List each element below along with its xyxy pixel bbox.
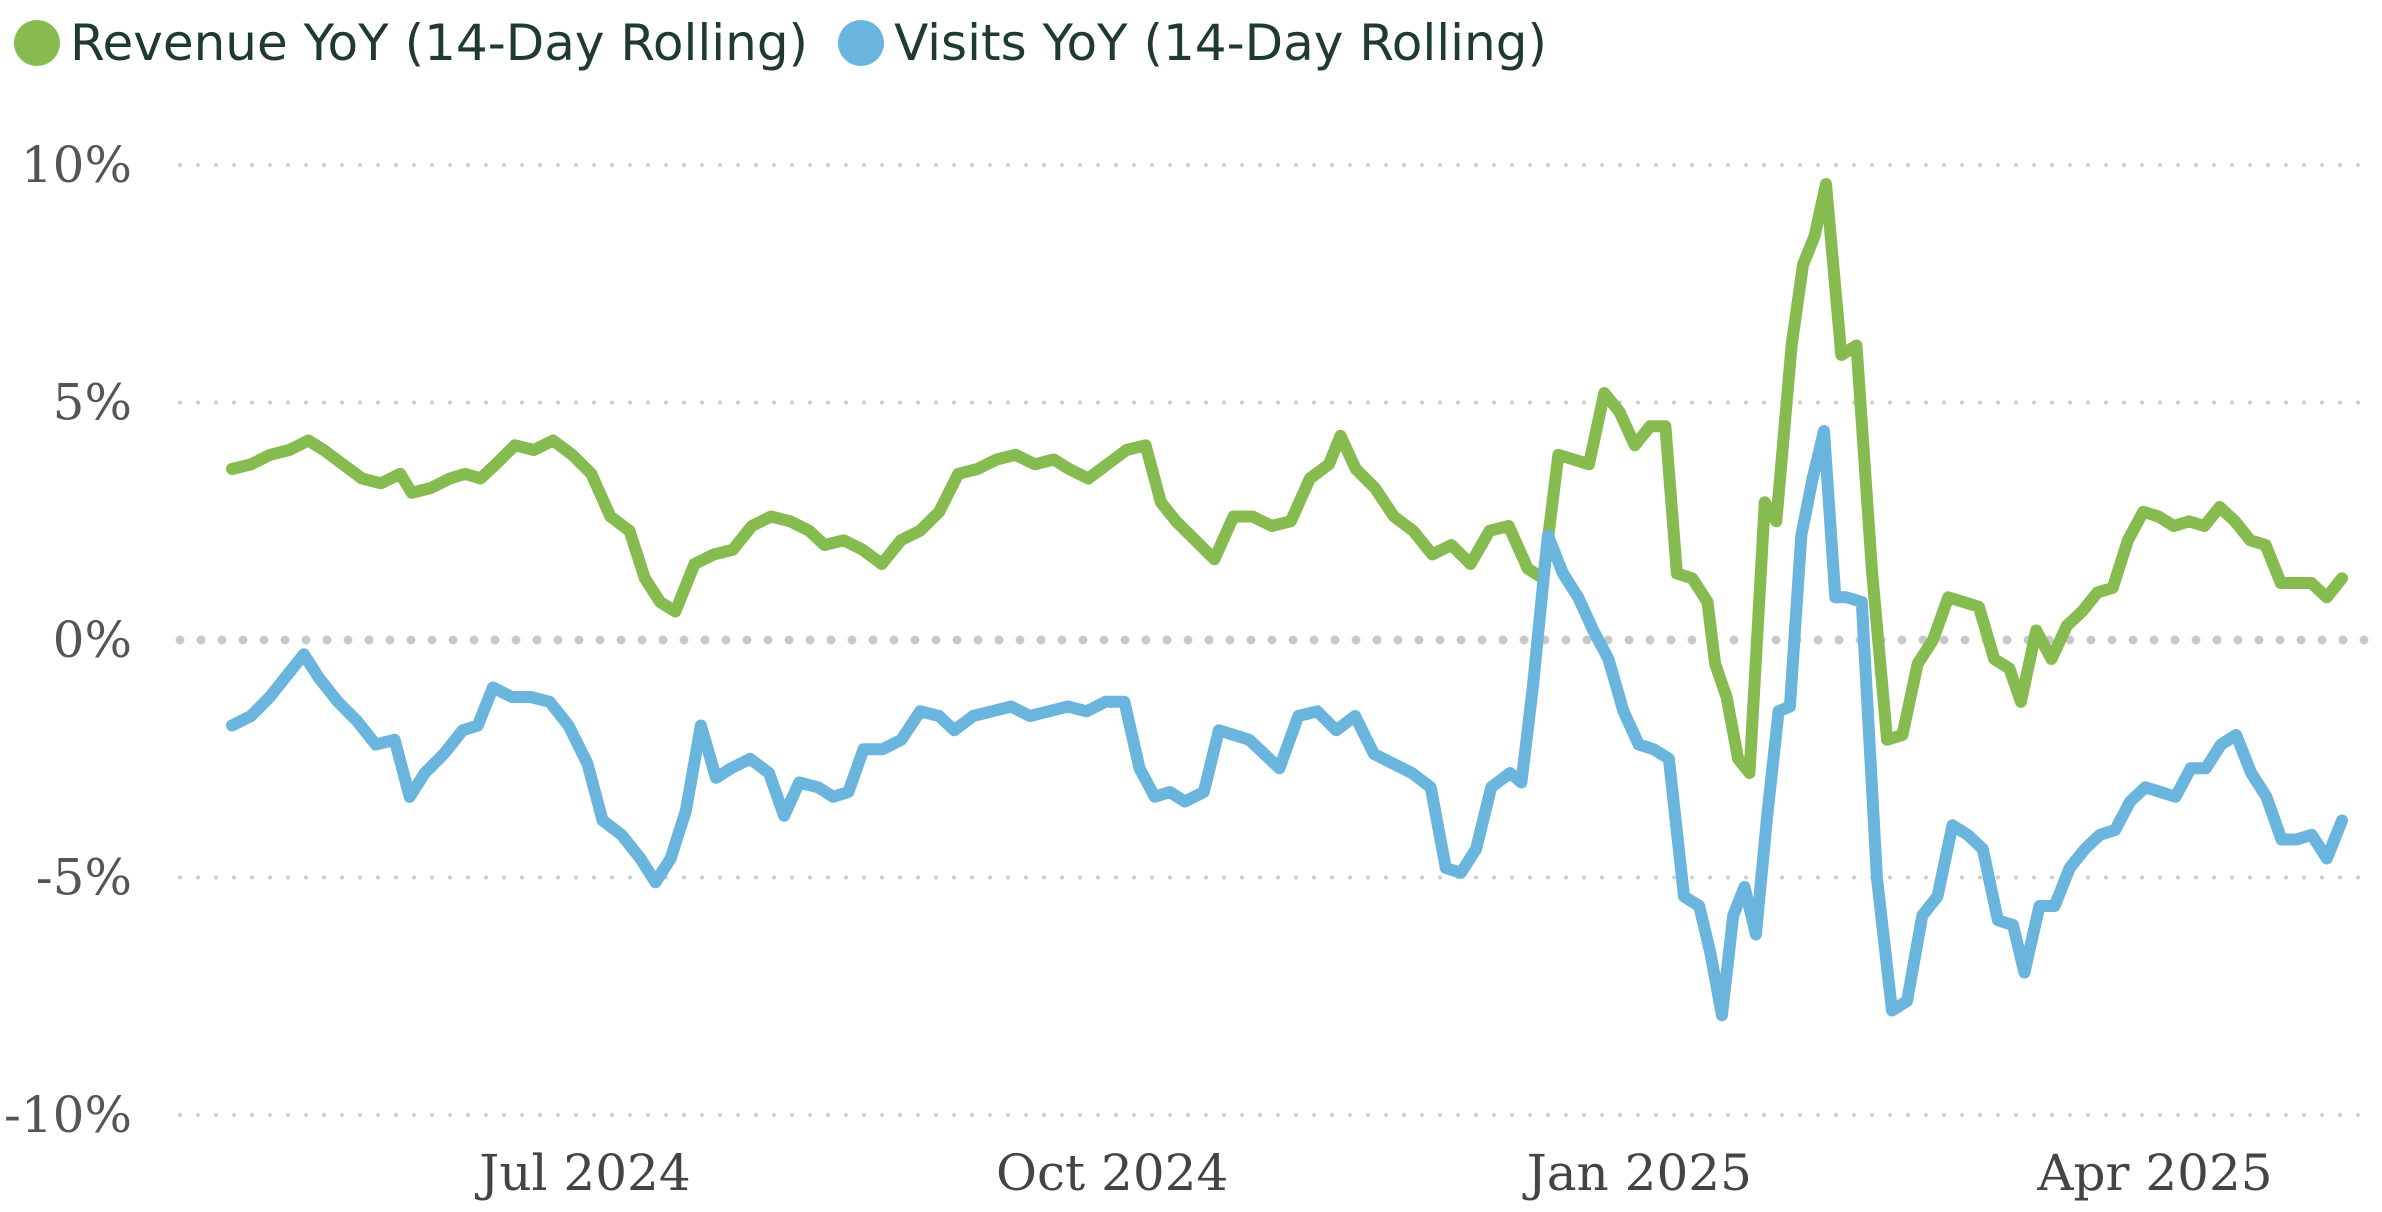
- legend-label-visits: Visits YoY (14-Day Rolling): [894, 14, 1547, 72]
- series-lines: [226, 178, 2348, 1022]
- y-axis-tick-labels: 10% 5% 0% -5% -10%: [4, 136, 132, 1144]
- x-tick-label: Apr 2025: [2036, 1144, 2272, 1202]
- legend-label-revenue: Revenue YoY (14-Day Rolling): [70, 14, 809, 72]
- y-tick-label: -10%: [4, 1086, 132, 1144]
- visits-legend-dot-icon: [838, 20, 885, 66]
- x-tick-label: Jan 2025: [1522, 1144, 1752, 1202]
- revenue-legend-dot-icon: [14, 20, 60, 66]
- legend: Revenue YoY (14-Day Rolling) Visits YoY …: [14, 14, 1577, 72]
- revenue-series-line: [226, 178, 2348, 779]
- x-tick-label: Oct 2024: [996, 1144, 1228, 1202]
- y-tick-label: 5%: [53, 374, 132, 432]
- visits-series-line: [226, 425, 2348, 1022]
- y-tick-label: 10%: [21, 136, 132, 194]
- legend-item-revenue[interactable]: Revenue YoY (14-Day Rolling): [14, 14, 808, 72]
- y-tick-label: -5%: [36, 849, 132, 907]
- legend-item-visits[interactable]: Visits YoY (14-Day Rolling): [838, 14, 1547, 72]
- gridlines: [175, 163, 2377, 1117]
- y-tick-label: 0%: [53, 611, 132, 669]
- x-tick-label: Jul 2024: [474, 1144, 690, 1202]
- x-axis-tick-labels: Jul 2024 Oct 2024 Jan 2025 Apr 2025: [474, 1144, 2272, 1202]
